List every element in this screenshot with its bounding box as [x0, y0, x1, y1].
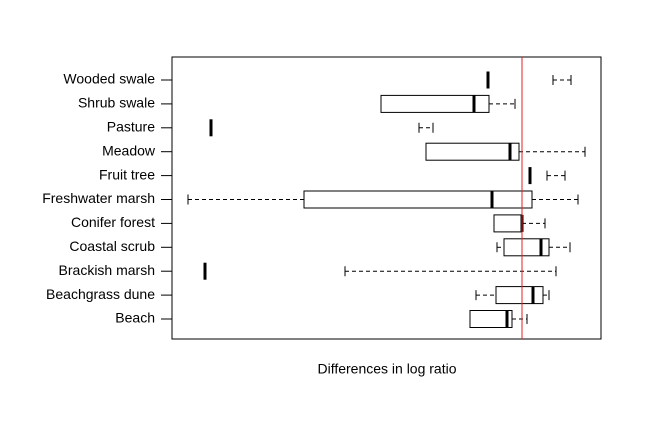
y-tick-label: Wooded swale: [63, 71, 155, 87]
y-tick-label: Shrub swale: [78, 95, 155, 111]
box: [503, 238, 550, 257]
y-tick-label: Beachgrass dune: [46, 286, 155, 302]
y-tick-label: Freshwater marsh: [42, 190, 155, 206]
plot-frame: [171, 56, 602, 340]
box: [380, 94, 490, 113]
y-tick-label: Fruit tree: [99, 166, 155, 182]
box: [425, 142, 520, 161]
y-tick-label: Coastal scrub: [69, 238, 155, 254]
x-axis-label: Differences in log ratio: [317, 361, 456, 377]
box: [469, 310, 513, 328]
y-tick-label: Brackish marsh: [59, 262, 155, 278]
y-tick-label: Beach: [115, 310, 155, 326]
y-tick-label: Meadow: [102, 142, 156, 158]
y-tick-label: Conifer forest: [71, 214, 155, 230]
box: [303, 190, 533, 209]
box: [493, 214, 523, 233]
box: [495, 286, 544, 305]
y-tick-label: Pasture: [107, 119, 155, 135]
